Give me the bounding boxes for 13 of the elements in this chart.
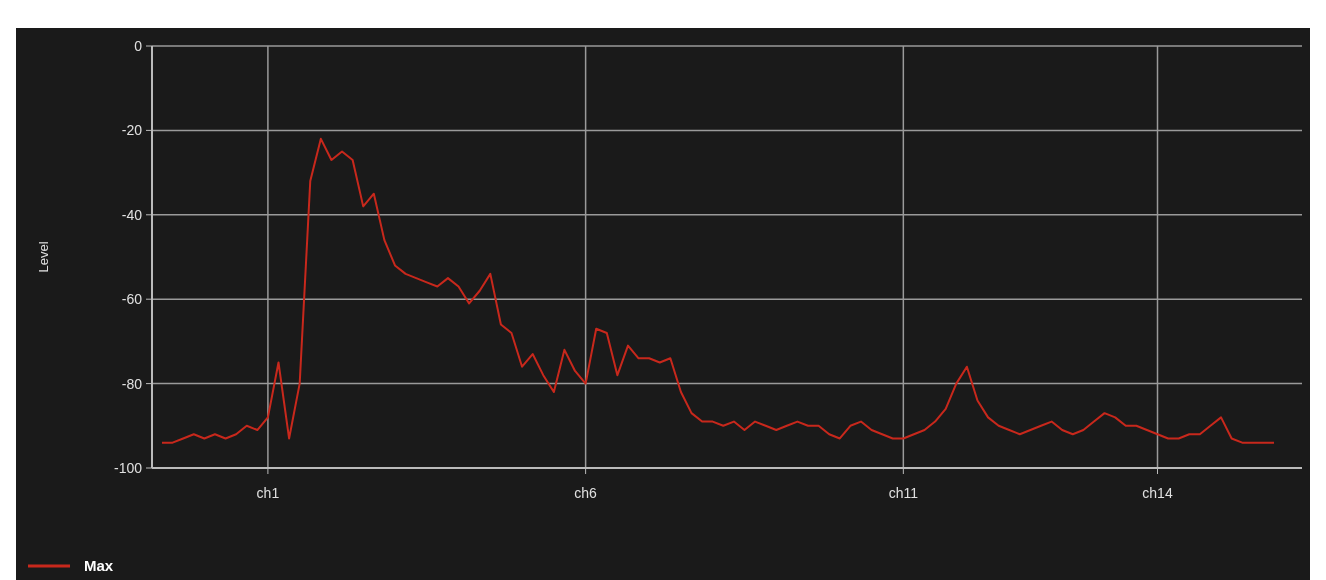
- y-tick-label: -20: [121, 122, 143, 139]
- y-tick-label: -40: [121, 206, 143, 223]
- y-tick-label: -60: [121, 291, 143, 308]
- legend-label: Max: [84, 557, 114, 575]
- y-axis-title: Level: [36, 241, 51, 273]
- x-tick-label: ch11: [888, 485, 919, 501]
- y-tick-label: 0: [134, 37, 143, 54]
- x-tick-label: ch6: [574, 485, 598, 501]
- x-tick-label: ch1: [256, 485, 280, 501]
- y-tick-label: -100: [113, 459, 143, 476]
- x-tick-label: ch14: [1142, 485, 1173, 501]
- line-series: [161, 137, 1275, 444]
- y-tick-label: -80: [121, 375, 143, 392]
